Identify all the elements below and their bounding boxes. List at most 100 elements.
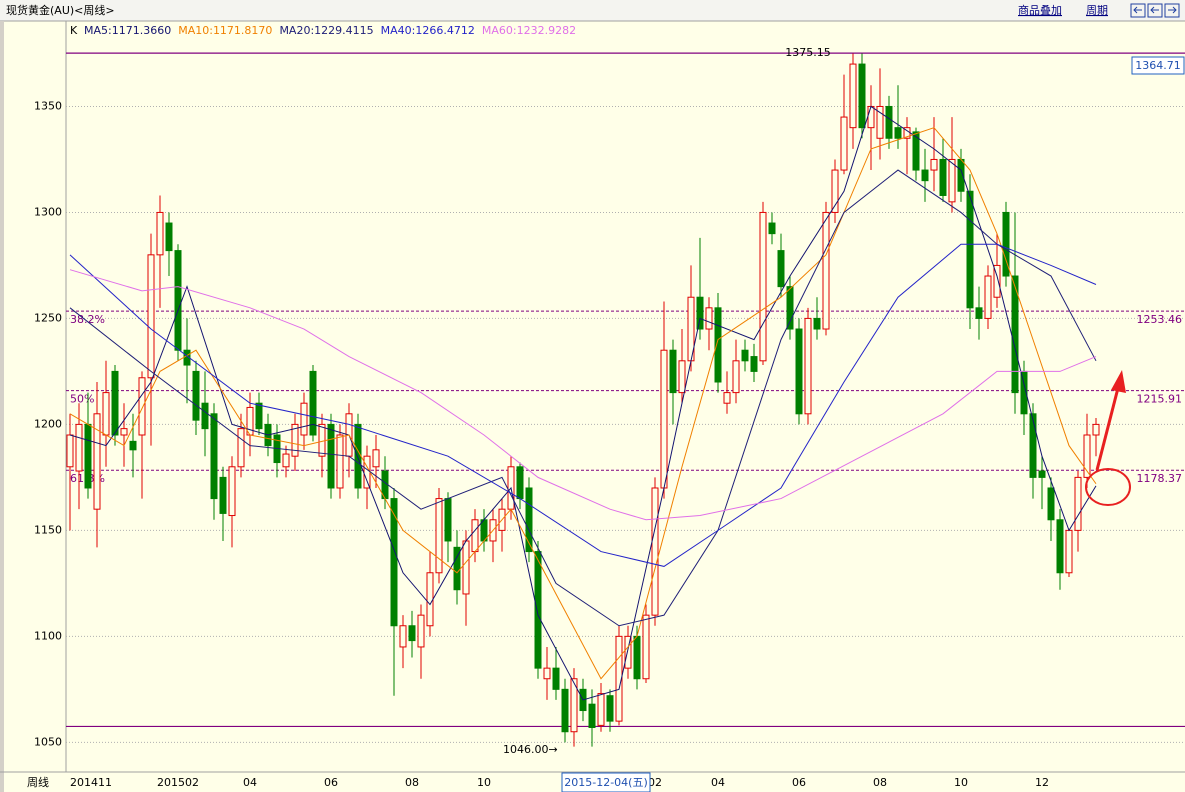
candle-body <box>156 211 164 256</box>
plot: 1050 1100 1150 1200 1250 1300 1350 201411 201502… <box>34 46 1185 789</box>
candle-body <box>696 296 704 330</box>
candle-body <box>147 254 155 379</box>
candle-body <box>327 423 335 489</box>
x-tick-label: 08 <box>873 776 887 789</box>
x-tick-label: 04 <box>243 776 257 789</box>
candle-body <box>210 413 218 500</box>
candle-body <box>282 453 290 468</box>
overlay-button[interactable]: 商品叠加 <box>1018 3 1062 17</box>
candle-body <box>606 695 614 722</box>
candle-body <box>93 413 101 510</box>
period-button[interactable]: 周期 <box>1086 4 1108 17</box>
candle-body <box>588 703 596 728</box>
candle-body <box>993 264 1001 298</box>
candle-body <box>750 356 758 372</box>
x-tick-label: 10 <box>954 776 968 789</box>
candle-body <box>921 169 929 182</box>
cursor-box <box>561 772 651 792</box>
legend-entry: MA60:1232.9282 <box>482 24 576 37</box>
candle-body <box>858 63 866 129</box>
candle-body <box>534 551 542 669</box>
candle-body <box>462 540 470 595</box>
cursor-label: 2015-12-04(五) <box>564 776 648 789</box>
candle-body <box>300 402 308 436</box>
candle-body <box>867 105 875 129</box>
candle-body <box>804 317 812 415</box>
y-tick-label: 1050 <box>34 735 62 748</box>
fib-label: 38.2% <box>70 313 105 326</box>
ma-line <box>69 105 1097 701</box>
candle-body <box>552 667 560 690</box>
candle-body <box>165 222 173 252</box>
candle-body <box>1002 211 1010 277</box>
candle-body <box>543 667 551 680</box>
candle-body <box>354 423 362 489</box>
legend-entry: MA20:1229.4115 <box>279 24 373 37</box>
candle-body <box>435 498 443 574</box>
icon-left[interactable] <box>1130 3 1146 18</box>
candle-body <box>219 476 227 514</box>
candle-body <box>426 572 434 627</box>
candle-body <box>417 614 425 648</box>
candle-body <box>984 275 992 319</box>
candle-body <box>471 519 479 553</box>
candle-body <box>813 317 821 330</box>
x-tick-label: 12 <box>1035 776 1049 789</box>
price-box-label: 1364.71 <box>1135 59 1181 72</box>
icon-arrows <box>1133 6 1177 14</box>
x-tick-label: 02 <box>648 776 662 789</box>
candle-body <box>723 392 731 404</box>
annotation-arrow-head <box>1111 370 1126 393</box>
candle-body <box>930 158 938 171</box>
candle-body <box>651 487 659 616</box>
candle-body <box>948 158 956 203</box>
candle-body <box>138 377 146 436</box>
x-tick-label: 08 <box>405 776 419 789</box>
top-bar <box>0 0 1185 21</box>
candle-body <box>642 614 650 680</box>
candle-body <box>732 360 740 394</box>
candle-body <box>768 222 776 235</box>
fib-value: 1253.46 <box>1137 313 1183 326</box>
candle-body <box>975 307 983 319</box>
candle-body <box>714 307 722 383</box>
candle-body <box>390 498 398 627</box>
candle-body <box>831 169 839 213</box>
x-tick-label: 06 <box>792 776 806 789</box>
candle-body <box>66 434 74 468</box>
candle-body <box>876 105 884 139</box>
candle-body <box>120 428 128 436</box>
x-tick-label: 04 <box>711 776 725 789</box>
candle-body <box>408 625 416 642</box>
candle-body <box>192 370 200 421</box>
candle-body <box>228 466 236 517</box>
x-tick-label: 201502 <box>157 776 199 789</box>
candle-body <box>1056 519 1064 574</box>
candle-body <box>1047 487 1055 521</box>
candle-body <box>111 370 119 436</box>
fib-label: 50% <box>70 393 94 406</box>
candle-body <box>786 286 794 330</box>
ma-line <box>69 269 1097 521</box>
candle-body <box>372 449 380 468</box>
candle-body <box>894 127 902 139</box>
candle-body <box>1065 529 1073 574</box>
candle-body <box>939 158 947 196</box>
y-tick-label: 1350 <box>34 99 62 112</box>
candle-body <box>363 455 371 489</box>
low-label: 1046.00→ <box>503 743 558 756</box>
annotation-arrow <box>1095 387 1120 471</box>
y-tick-label: 1200 <box>34 417 62 430</box>
candle-body <box>237 428 245 468</box>
legend-k: K <box>70 24 78 37</box>
nav-icons[interactable] <box>1130 3 1180 18</box>
candle-body <box>570 678 578 733</box>
x-tick-label: 201411 <box>70 776 112 789</box>
candle-body <box>291 423 299 457</box>
left-strip <box>0 21 4 792</box>
icon-end[interactable] <box>1164 3 1180 18</box>
candle-body <box>516 466 524 500</box>
icon-right[interactable] <box>1147 3 1163 18</box>
